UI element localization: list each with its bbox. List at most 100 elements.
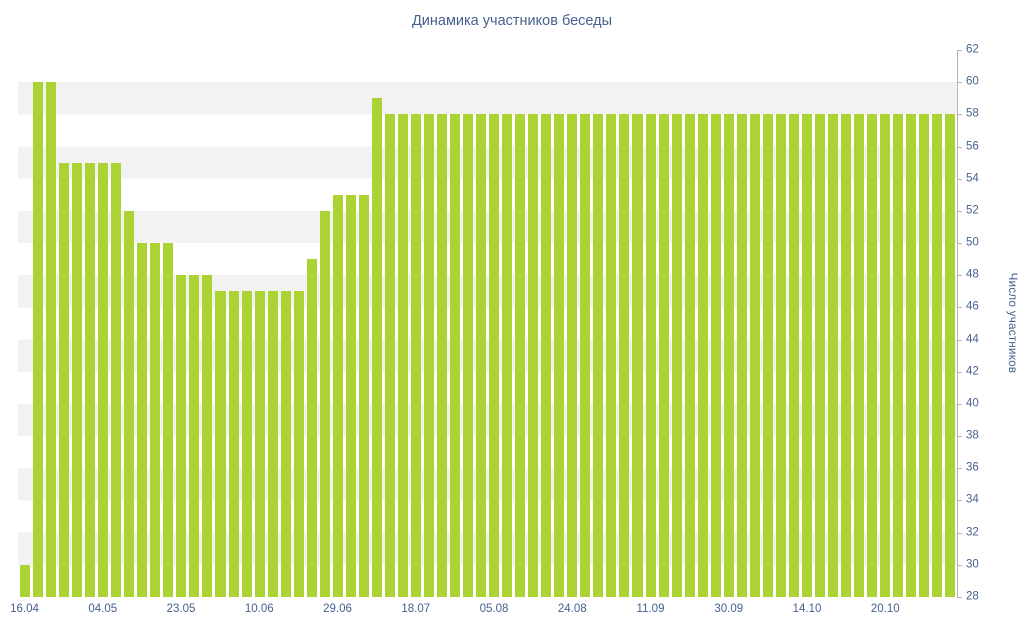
bar <box>358 194 369 597</box>
bar <box>332 194 343 597</box>
bar <box>228 291 239 597</box>
bar <box>254 291 265 597</box>
bar <box>632 114 643 597</box>
y-axis-tick-label: 54 <box>966 171 979 184</box>
y-axis-labels: 28 30 32 34 36 38 40 42 44 46 48 50 52 54 56 58 60 62 <box>957 44 1017 602</box>
x-axis-tick-label: 04.05 <box>88 603 118 615</box>
y-axis-tick-label: 30 <box>966 558 979 571</box>
bar <box>775 114 786 597</box>
bar <box>593 114 604 597</box>
bar <box>840 114 851 597</box>
bar <box>684 114 695 597</box>
bar <box>554 114 565 597</box>
y-axis-title: Число участников <box>1006 272 1018 374</box>
bar <box>20 564 31 597</box>
y-axis-tick <box>957 339 962 341</box>
bar <box>515 114 526 597</box>
y-axis-tick <box>957 275 962 277</box>
y-axis-tick-label: 40 <box>966 397 979 410</box>
y-axis-tick-label: 62 <box>966 43 979 56</box>
bar <box>176 275 187 597</box>
bar <box>880 114 891 597</box>
bar <box>85 162 96 597</box>
bar <box>932 114 943 597</box>
bar <box>762 114 773 597</box>
y-axis-tick <box>957 50 962 51</box>
y-axis-tick <box>957 82 962 84</box>
bar <box>111 162 122 597</box>
x-axis-tick-label: 14.10 <box>792 603 822 615</box>
bar <box>202 275 213 597</box>
x-axis-tick-label: 24.08 <box>557 603 587 615</box>
bar <box>919 114 930 597</box>
y-axis-tick <box>957 146 962 148</box>
bar <box>397 114 408 597</box>
y-axis-tick <box>957 371 962 373</box>
y-axis-tick-label: 28 <box>966 590 979 603</box>
bar <box>788 114 799 597</box>
bar <box>384 114 395 597</box>
bar <box>854 114 865 597</box>
x-axis-labels: 16.04 04.05 23.05 10.06 29.06 18.07 05.08 24.08… <box>10 603 957 621</box>
bar <box>319 210 330 597</box>
bar <box>710 114 721 597</box>
bar <box>697 114 708 597</box>
y-axis-tick <box>957 403 962 405</box>
bar <box>137 243 148 597</box>
bar <box>423 114 434 597</box>
x-axis-tick-label: 29.06 <box>323 603 352 615</box>
y-axis-tick <box>957 468 962 470</box>
bar <box>619 114 630 597</box>
bar <box>33 82 44 597</box>
bar <box>658 114 669 597</box>
y-axis-tick <box>957 307 962 309</box>
bar <box>280 291 291 597</box>
x-axis-tick-label: 16.04 <box>10 603 39 615</box>
y-axis-tick-label: 60 <box>966 75 979 88</box>
bar <box>801 114 812 597</box>
bar <box>489 114 500 597</box>
bar <box>567 114 578 597</box>
y-axis-tick <box>957 436 962 438</box>
bar <box>867 114 878 597</box>
y-axis-tick <box>957 210 962 212</box>
plot-area <box>18 50 957 597</box>
bar <box>46 82 57 597</box>
bar <box>241 291 252 597</box>
y-axis-tick <box>957 597 962 598</box>
bar <box>814 114 825 597</box>
bar <box>736 114 747 597</box>
bar <box>293 291 304 597</box>
bar <box>215 291 226 597</box>
y-axis-line <box>957 50 958 598</box>
bar <box>189 275 200 597</box>
bar <box>72 162 83 597</box>
bar <box>893 114 904 597</box>
bar <box>98 162 109 597</box>
bar <box>606 114 617 597</box>
y-axis-tick-label: 50 <box>966 236 979 249</box>
y-axis-tick-label: 58 <box>966 107 979 120</box>
y-axis-tick <box>957 564 962 566</box>
y-axis-tick-label: 44 <box>966 332 979 345</box>
x-axis-tick-label: 30.09 <box>714 603 744 615</box>
x-axis-tick-label: 10.06 <box>244 603 274 615</box>
bar <box>671 114 682 597</box>
bar <box>827 114 838 597</box>
bar <box>580 114 591 597</box>
x-axis-tick-label: 20.10 <box>870 603 900 615</box>
bar <box>124 210 135 597</box>
bar <box>906 114 917 597</box>
bar <box>150 243 161 597</box>
y-axis-tick-label: 46 <box>966 300 979 313</box>
bars <box>18 50 957 597</box>
bar <box>723 114 734 597</box>
y-axis-tick <box>957 243 962 245</box>
bar <box>502 114 513 597</box>
bar <box>541 114 552 597</box>
bar <box>345 194 356 597</box>
bar <box>450 114 461 597</box>
y-axis-tick-label: 52 <box>966 204 979 217</box>
y-axis-tick-label: 56 <box>966 139 979 152</box>
